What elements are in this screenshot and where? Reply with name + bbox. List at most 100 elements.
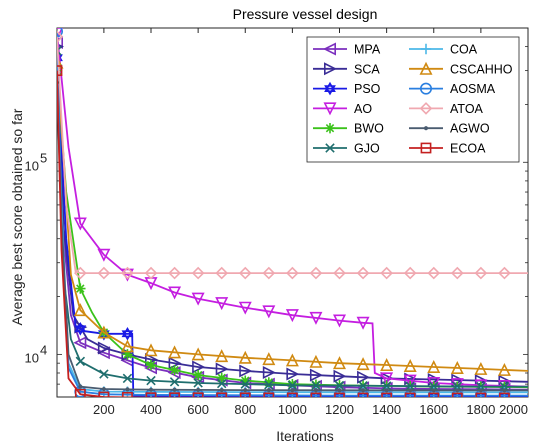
- series-point-cscahho: [57, 55, 64, 69]
- series-point-ao: [403, 374, 417, 388]
- x-tick-label: 1000: [278, 402, 307, 417]
- series-point-ecoa: [357, 392, 369, 397]
- series-point-sca: [309, 368, 323, 382]
- series-point-atoa: [356, 266, 370, 280]
- legend-label: BWO: [354, 122, 384, 136]
- series-point-gjo: [334, 380, 345, 391]
- series-point-gjo: [452, 381, 463, 392]
- series-point-mpa: [73, 336, 87, 350]
- series-point-ecoa: [74, 388, 86, 397]
- series-point-atoa: [380, 266, 393, 280]
- series-cscahho: [57, 55, 528, 376]
- series-point-aosma: [57, 28, 63, 38]
- series-point-cscahho: [380, 358, 394, 372]
- legend-item-pso: PSO: [313, 81, 381, 96]
- series-point-ao: [356, 316, 370, 330]
- y-axis-label: Average best score obtained so far: [9, 108, 25, 325]
- series-point-ecoa: [263, 392, 275, 397]
- legend-marker: [420, 142, 432, 154]
- legend-item-agwo: AGWO: [409, 122, 490, 136]
- series-point-cscahho: [238, 350, 252, 364]
- series-point-agwo: [243, 387, 248, 393]
- series-point-bwo: [122, 349, 133, 360]
- series-point-agwo: [101, 386, 106, 392]
- series-line-atoa: [57, 36, 528, 274]
- y-tick-label-exponent: 5: [40, 150, 47, 165]
- series-point-sca: [192, 360, 206, 374]
- series-point-atoa: [498, 266, 511, 280]
- series-point-gjo: [476, 381, 486, 392]
- legend-marker: [419, 82, 432, 95]
- series-point-sca: [239, 364, 253, 378]
- x-tick-label: 200: [93, 402, 115, 417]
- legend-item-mpa: MPA: [313, 43, 381, 57]
- legend-label: GJO: [354, 142, 380, 156]
- series-point-atoa: [238, 266, 252, 280]
- series-point-agwo: [78, 384, 83, 389]
- legend-item-gjo: GJO: [313, 142, 380, 156]
- y-tick-label: 10: [25, 158, 39, 173]
- series-point-sca: [286, 367, 300, 381]
- series-point-ao: [191, 292, 205, 306]
- series-point-agwo: [290, 388, 295, 393]
- series-point-ao: [168, 286, 182, 300]
- x-tick-label: 1800: [466, 402, 495, 417]
- series-point-gjo: [57, 46, 62, 56]
- legend-marker: [325, 143, 335, 153]
- legend-label: AOSMA: [450, 82, 496, 96]
- series-point-atoa: [144, 266, 158, 280]
- series-point-ecoa: [310, 392, 322, 397]
- series-point-gjo: [264, 380, 274, 390]
- y-tick-label-exponent: 4: [40, 342, 47, 357]
- legend-marker: [324, 81, 336, 96]
- series-gjo: [57, 46, 528, 392]
- legend-item-atoa: ATOA: [409, 102, 484, 116]
- legend-label: AO: [354, 102, 372, 116]
- series-point-ao: [73, 217, 87, 231]
- series-point-sca: [357, 370, 371, 384]
- series-point-sca: [262, 365, 276, 379]
- legend-label: CSCAHHO: [450, 62, 513, 76]
- legend-marker: [419, 61, 433, 75]
- series-line-cscahho: [57, 62, 528, 372]
- series-point-agwo: [172, 387, 177, 392]
- legend-item-aosma: AOSMA: [409, 82, 496, 96]
- series-point-ecoa: [499, 392, 510, 397]
- legend-marker: [323, 102, 337, 116]
- series-point-agwo: [148, 387, 154, 392]
- series-point-gjo: [240, 379, 250, 389]
- series-point-ecoa: [122, 391, 133, 397]
- series-point-gjo: [429, 381, 439, 392]
- series-point-agwo: [266, 388, 271, 393]
- series-point-agwo: [219, 387, 224, 393]
- series-point-gjo: [169, 377, 180, 387]
- series-point-cscahho: [427, 359, 441, 373]
- series-point-gjo: [405, 381, 415, 391]
- legend-box: [306, 36, 520, 163]
- series-point-atoa: [450, 266, 464, 280]
- series-point-cscahho: [285, 353, 299, 367]
- series-point-sca: [333, 369, 347, 383]
- series-point-cscahho: [262, 352, 276, 366]
- series-point-cscahho: [191, 347, 205, 361]
- series-point-gjo: [287, 380, 298, 391]
- legend-label: COA: [450, 43, 478, 57]
- series-point-atoa: [286, 266, 299, 280]
- series-point-ecoa: [428, 392, 440, 397]
- series-ecoa: [57, 65, 510, 397]
- series-point-atoa: [57, 30, 64, 44]
- series-point-cscahho: [474, 361, 488, 375]
- series-point-agwo: [455, 388, 460, 393]
- series-point-mpa: [57, 36, 64, 50]
- series-point-bwo: [240, 375, 251, 386]
- legend-marker: [423, 126, 429, 131]
- series-point-atoa: [215, 266, 229, 280]
- series-point-bwo: [75, 283, 86, 294]
- series-point-bwo: [216, 372, 227, 384]
- legend-marker: [419, 102, 433, 115]
- series-point-atoa: [427, 266, 441, 280]
- series-point-gjo: [122, 373, 133, 384]
- series-point-gjo: [75, 356, 86, 367]
- series-point-atoa: [97, 266, 111, 280]
- legend-item-ao: AO: [313, 102, 372, 116]
